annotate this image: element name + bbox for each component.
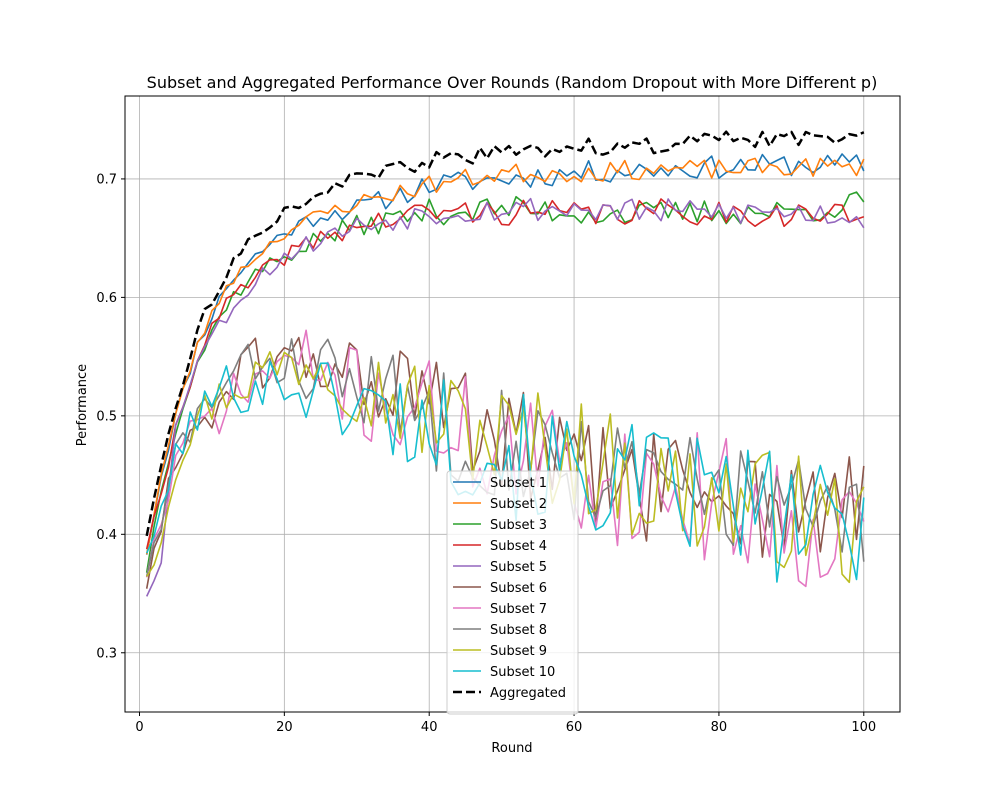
series-line [145,338,865,577]
y-tick-label: 0.5 [96,409,117,424]
legend-label: Subset 1 [490,476,547,491]
legend-label: Subset 9 [490,644,547,659]
series-line [145,329,865,588]
x-tick-label: 0 [135,720,143,735]
y-tick-label: 0.4 [96,528,117,543]
legend-label: Subset 2 [490,497,547,512]
chart-title: Subset and Aggregated Performance Over R… [147,73,878,92]
legend-label: Aggregated [490,686,566,701]
legend-label: Subset 7 [490,602,547,617]
legend: Subset 1 Subset 2 Subset 3 Subset 4 Subset 5… [446,470,579,715]
x-tick-label: 80 [711,720,728,735]
series-line [145,157,865,555]
legend-box [446,470,579,715]
legend-label: Subset 3 [490,518,547,533]
y-tick-label: 0.7 [96,172,117,187]
y-tick-label: 0.3 [96,646,117,661]
x-tick-label: 60 [566,720,583,735]
series-line [145,360,865,583]
x-tick-label: 100 [851,720,876,735]
y-axis-label: Performance [75,364,90,446]
x-tick-label: 20 [276,720,293,735]
y-tick-label: 0.6 [96,291,117,306]
legend-label: Subset 8 [490,623,547,638]
series-line [145,197,865,597]
legend-label: Subset 10 [490,665,555,680]
x-tick-label: 40 [421,720,438,735]
legend-label: Subset 5 [490,560,547,575]
series-lines [145,130,865,597]
legend-label: Subset 6 [490,581,547,596]
x-axis-label: Round [491,741,532,756]
axis-ticks: 0 20 40 60 80 100 0.3 0.4 0.5 0.6 0.7 [96,172,876,735]
series-line [145,130,865,537]
legend-label: Subset 4 [490,539,547,554]
